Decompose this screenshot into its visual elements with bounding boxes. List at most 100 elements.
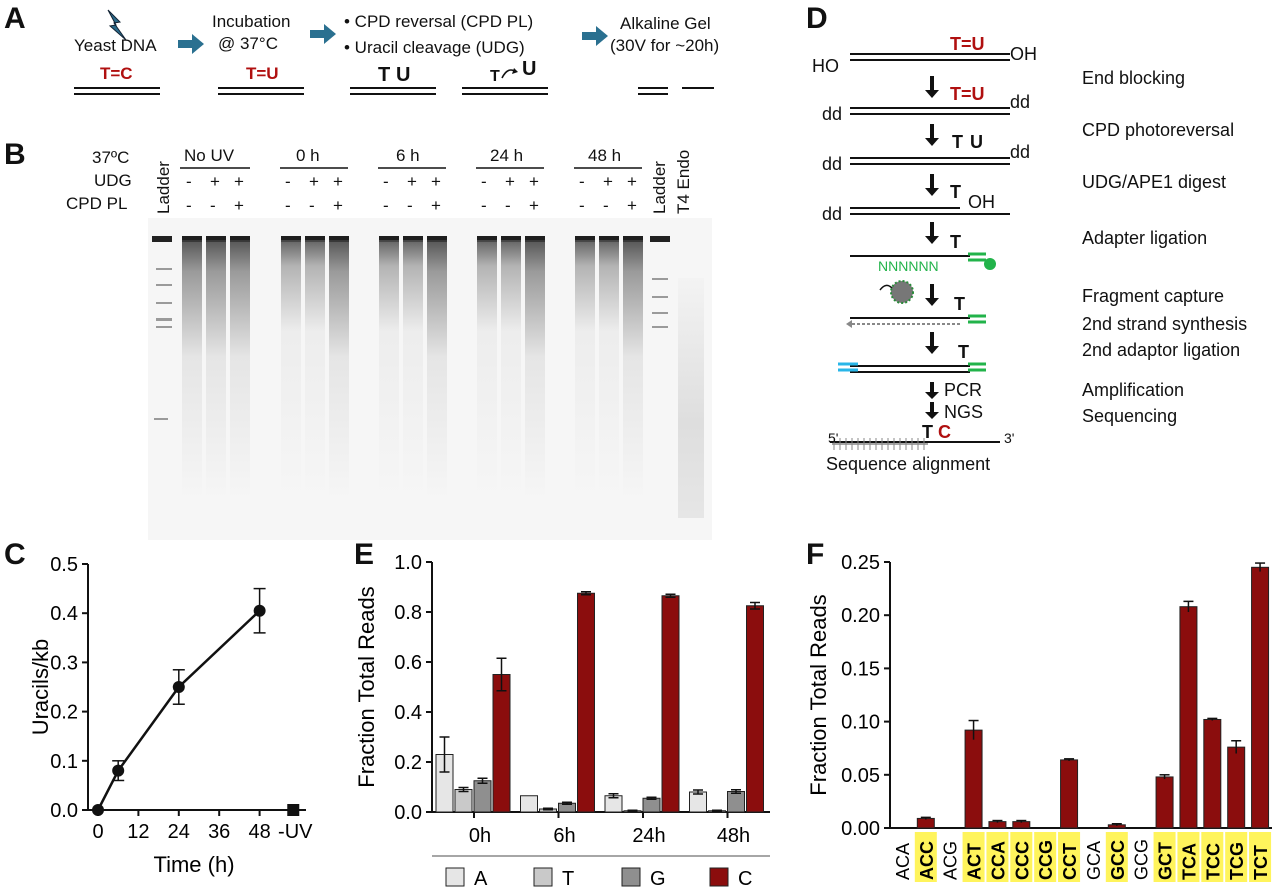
- u-released-label: U: [522, 58, 537, 80]
- y-tick-label: 0.0: [50, 800, 78, 822]
- t-label: T: [922, 422, 933, 442]
- tu-label: T=U: [246, 64, 279, 83]
- arrow-right-icon: [582, 26, 608, 46]
- x-tick-label: 0: [92, 821, 103, 843]
- legend-swatch: [621, 867, 641, 887]
- x-tick-label: ACG: [941, 841, 961, 880]
- y-tick-label: 0.8: [394, 602, 422, 624]
- gel-smear: [403, 240, 423, 500]
- c-label: C: [938, 422, 951, 442]
- y-tick-label: 0.00: [841, 818, 880, 840]
- step-label: Amplification: [1082, 380, 1185, 400]
- x-tick-label: CCT: [1060, 843, 1080, 880]
- gel-smear: [230, 240, 250, 500]
- gel-smear: [281, 240, 301, 500]
- x-tick-label: 48h: [717, 825, 750, 847]
- y-tick-label: 0.3: [50, 652, 78, 674]
- udg-sign: +: [234, 172, 244, 191]
- bar-c: [492, 674, 511, 813]
- udg-sign: +: [333, 172, 343, 191]
- y-tick-label: 0.2: [50, 702, 78, 724]
- x-tick-label: GCC: [1108, 840, 1128, 880]
- gel-smear: [525, 240, 545, 500]
- random-hexamer-label: NNNNNN: [878, 258, 939, 274]
- cpd-sign: +: [627, 196, 637, 215]
- bar-act: [964, 729, 983, 829]
- x-tick-label: 24h: [632, 825, 665, 847]
- gel-smear: [501, 240, 521, 500]
- legend-swatch: [445, 867, 465, 887]
- gel-smear: [305, 240, 325, 500]
- y-tick-label: 0.4: [50, 603, 78, 625]
- highlight-box: [986, 832, 1009, 882]
- udg-sign: +: [627, 172, 637, 191]
- group-label: 0 h: [296, 146, 320, 165]
- gel-smear: [427, 240, 447, 500]
- legend-swatch: [709, 867, 729, 887]
- bar-c: [746, 605, 764, 813]
- gel-smear: [599, 240, 619, 500]
- legend-label: C: [738, 868, 752, 890]
- x-tick-label: -UV: [278, 821, 313, 843]
- ladder-bands: [154, 268, 668, 420]
- cpd-sign: -: [383, 196, 389, 215]
- step-label: 2nd adaptor ligation: [1082, 340, 1241, 360]
- gel-well-band: [477, 236, 497, 242]
- y-tick-label: 0.05: [841, 765, 880, 787]
- t-label: T: [952, 132, 963, 152]
- step-label: UDG/APE1 digest: [1082, 172, 1227, 192]
- y-tick-label: 1.0: [394, 552, 422, 574]
- x-tick-label: ACA: [893, 843, 913, 880]
- tc-label: T=C: [100, 64, 133, 83]
- gel-well-band: [230, 236, 250, 242]
- group-label: 48 h: [588, 146, 622, 165]
- y-axis-label: Uracils/kb: [28, 639, 53, 736]
- x-tick-label: GCT: [1156, 842, 1176, 880]
- x-tick-label: 0h: [469, 825, 491, 847]
- highlight-box: [1177, 832, 1200, 882]
- legend-label: G: [650, 868, 666, 890]
- udg-sign: +: [529, 172, 539, 191]
- gel-well-band: [379, 236, 399, 242]
- x-tick-label: GCG: [1132, 839, 1152, 880]
- ho-label: HO: [812, 56, 839, 76]
- u-label: U: [970, 132, 983, 152]
- gel-smear: [206, 240, 226, 500]
- gel-smears: [182, 236, 643, 500]
- dd-label: dd: [822, 104, 843, 124]
- gel-smear: [182, 240, 202, 500]
- highlight-box: [1034, 832, 1057, 882]
- gel-well-band: [427, 236, 447, 242]
- udg-sign: +: [309, 172, 319, 191]
- legend-label: A: [474, 868, 488, 890]
- panel-label-b: B: [4, 138, 26, 171]
- cpd-sign: -: [309, 196, 315, 215]
- gel-well-band: [281, 236, 301, 242]
- group-label: No UV: [184, 146, 235, 165]
- three-prime-label: 3': [1004, 430, 1015, 446]
- udg-sign: -: [579, 172, 585, 191]
- t-label: T: [954, 294, 965, 314]
- highlight-box: [1249, 832, 1272, 882]
- dd-label: dd: [822, 154, 843, 174]
- panel-a-arrows-and-strands: [74, 24, 714, 95]
- gel-smear: [329, 240, 349, 500]
- bar-g: [727, 791, 745, 813]
- row-label-cpd: CPD PL: [66, 194, 128, 213]
- bar-gct: [1155, 776, 1174, 829]
- bar-tcg: [1227, 746, 1246, 829]
- gel-smear: [623, 240, 643, 500]
- highlight-box: [962, 832, 985, 882]
- cpd-sign: -: [579, 196, 585, 215]
- highlight-box: [914, 832, 937, 882]
- udg-sign: +: [210, 172, 220, 191]
- bar-c: [577, 592, 595, 813]
- highlight-box: [1010, 832, 1033, 882]
- cpd-sign: -: [505, 196, 511, 215]
- x-tick-label: TCC: [1203, 843, 1223, 880]
- gel-well-band: [599, 236, 619, 242]
- x-tick-label: 48: [248, 821, 270, 843]
- x-tick-label: 6h: [553, 825, 575, 847]
- x-tick-label: 36: [208, 821, 230, 843]
- highlight-box: [1225, 832, 1248, 882]
